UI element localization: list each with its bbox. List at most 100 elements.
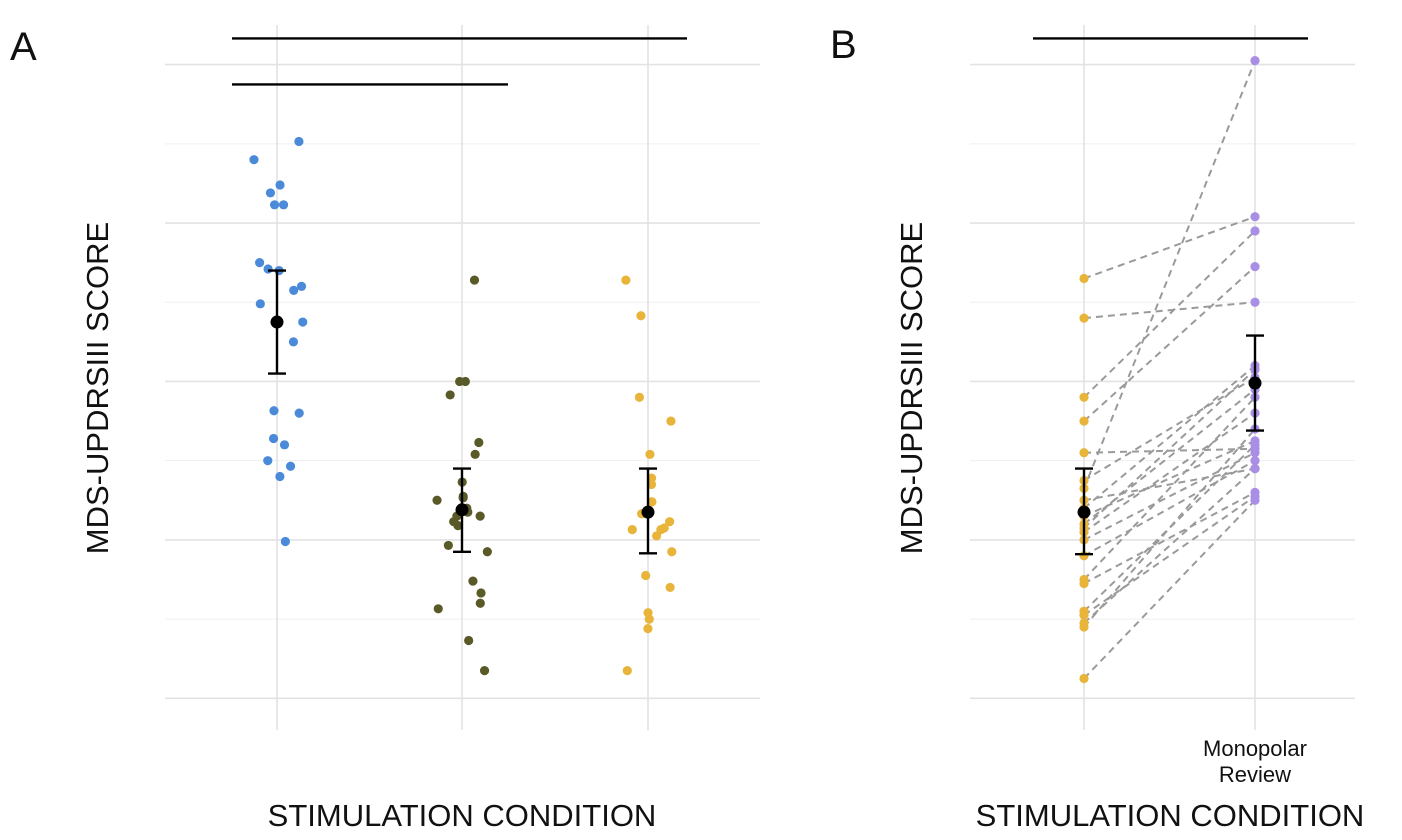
paired-line — [1083, 364, 1256, 509]
point-fmri — [665, 517, 675, 527]
point-baseline — [289, 285, 299, 295]
panel-a-points — [249, 136, 677, 676]
paired-line — [1083, 230, 1256, 399]
point-baseline — [275, 180, 285, 190]
panel-a-label: A — [10, 25, 37, 69]
paired-line — [1083, 428, 1256, 628]
point-soc — [479, 665, 490, 676]
point-fmri — [636, 311, 646, 321]
panel-a: A MDS-UPDRSIII SCORE STIMULATION CONDITI… — [10, 25, 760, 833]
paired-line — [1083, 396, 1256, 581]
point-fmri — [1079, 416, 1089, 426]
monopolar-review-mean-point — [1248, 376, 1262, 390]
point-baseline — [268, 433, 279, 444]
point-fmri — [1079, 578, 1089, 589]
panel-a-means — [268, 269, 657, 555]
point-fmri — [1079, 392, 1089, 402]
point-baseline — [263, 264, 273, 274]
point-monopolar-review — [1250, 463, 1260, 474]
paired-line — [1083, 459, 1256, 557]
point-baseline — [265, 188, 276, 198]
paired-line — [1083, 301, 1256, 320]
panel-b-grid — [970, 25, 1355, 730]
paired-line — [1083, 467, 1256, 624]
point-fmri — [644, 614, 654, 624]
point-monopolar-review — [1250, 262, 1260, 272]
point-fmri — [1079, 622, 1089, 632]
point-baseline — [249, 155, 259, 165]
point-soc — [445, 390, 455, 400]
point-fmri — [666, 416, 676, 426]
point-soc — [475, 511, 485, 521]
point-monopolar-review — [1250, 456, 1260, 466]
panel-a-grid — [165, 25, 760, 730]
point-baseline — [298, 317, 308, 327]
point-fmri — [645, 449, 655, 459]
paired-line — [1083, 491, 1256, 585]
panel-b-xlabel: STIMULATION CONDITION — [976, 798, 1365, 833]
point-soc — [474, 437, 484, 448]
paired-line — [1083, 265, 1256, 422]
panel-a-annotations — [232, 37, 687, 86]
point-fmri — [1079, 673, 1089, 684]
panel-b-pair-lines — [1083, 60, 1256, 680]
panel-b: B MDS-UPDRSIII SCORE STIMULATION CONDITI… — [830, 23, 1364, 833]
paired-line — [1083, 368, 1256, 529]
x-tick-label: Monopolar Review — [1203, 736, 1307, 787]
point-soc — [476, 588, 486, 598]
paired-line — [1083, 412, 1256, 533]
paired-line — [1083, 376, 1256, 482]
point-soc — [469, 275, 480, 285]
point-fmri — [652, 531, 662, 541]
panel-a-ylabel: MDS-UPDRSIII SCORE — [80, 222, 115, 554]
point-baseline — [269, 406, 279, 416]
point-fmri — [622, 665, 632, 676]
point-baseline — [263, 456, 273, 466]
point-monopolar-review — [1250, 440, 1260, 450]
point-soc — [464, 635, 474, 646]
panel-b-ylabel: MDS-UPDRSIII SCORE — [894, 222, 929, 554]
panel-b-means — [1075, 334, 1264, 556]
point-fmri — [646, 497, 657, 507]
paired-line — [1083, 447, 1256, 454]
point-fmri — [1079, 610, 1089, 620]
point-fmri — [665, 582, 675, 593]
point-soc — [432, 495, 442, 505]
point-soc — [470, 449, 480, 459]
point-monopolar-review — [1250, 212, 1260, 222]
point-fmri — [643, 624, 653, 634]
point-baseline — [255, 258, 265, 268]
point-baseline — [278, 200, 289, 210]
point-fmri — [621, 275, 631, 285]
point-fmri — [634, 392, 645, 402]
fmri-mean-point — [641, 505, 655, 519]
paired-line — [1083, 499, 1256, 680]
point-baseline — [285, 461, 296, 471]
point-monopolar-review — [1250, 56, 1260, 66]
point-soc — [468, 576, 478, 586]
paired-line — [1083, 495, 1256, 616]
point-baseline — [288, 337, 299, 347]
point-soc — [482, 547, 492, 557]
point-baseline — [294, 408, 304, 418]
point-baseline — [279, 440, 290, 450]
point-baseline — [275, 471, 285, 482]
baseline-mean-point — [270, 315, 284, 329]
point-monopolar-review — [1250, 226, 1260, 236]
point-baseline — [294, 136, 304, 147]
panel-b-label: B — [830, 23, 857, 67]
point-soc — [455, 376, 465, 387]
point-fmri — [1079, 273, 1089, 284]
paired-line — [1083, 215, 1256, 280]
point-fmri — [667, 547, 677, 557]
paired-line — [1083, 444, 1256, 612]
fmri-mean-point — [1077, 505, 1091, 519]
point-monopolar-review — [1250, 495, 1260, 505]
panel-b-x-axis: Monopolar Review — [1203, 736, 1307, 787]
point-soc — [475, 598, 485, 608]
point-fmri — [627, 524, 637, 535]
point-baseline — [255, 299, 265, 309]
point-fmri — [1079, 313, 1089, 323]
point-fmri — [1079, 448, 1089, 458]
